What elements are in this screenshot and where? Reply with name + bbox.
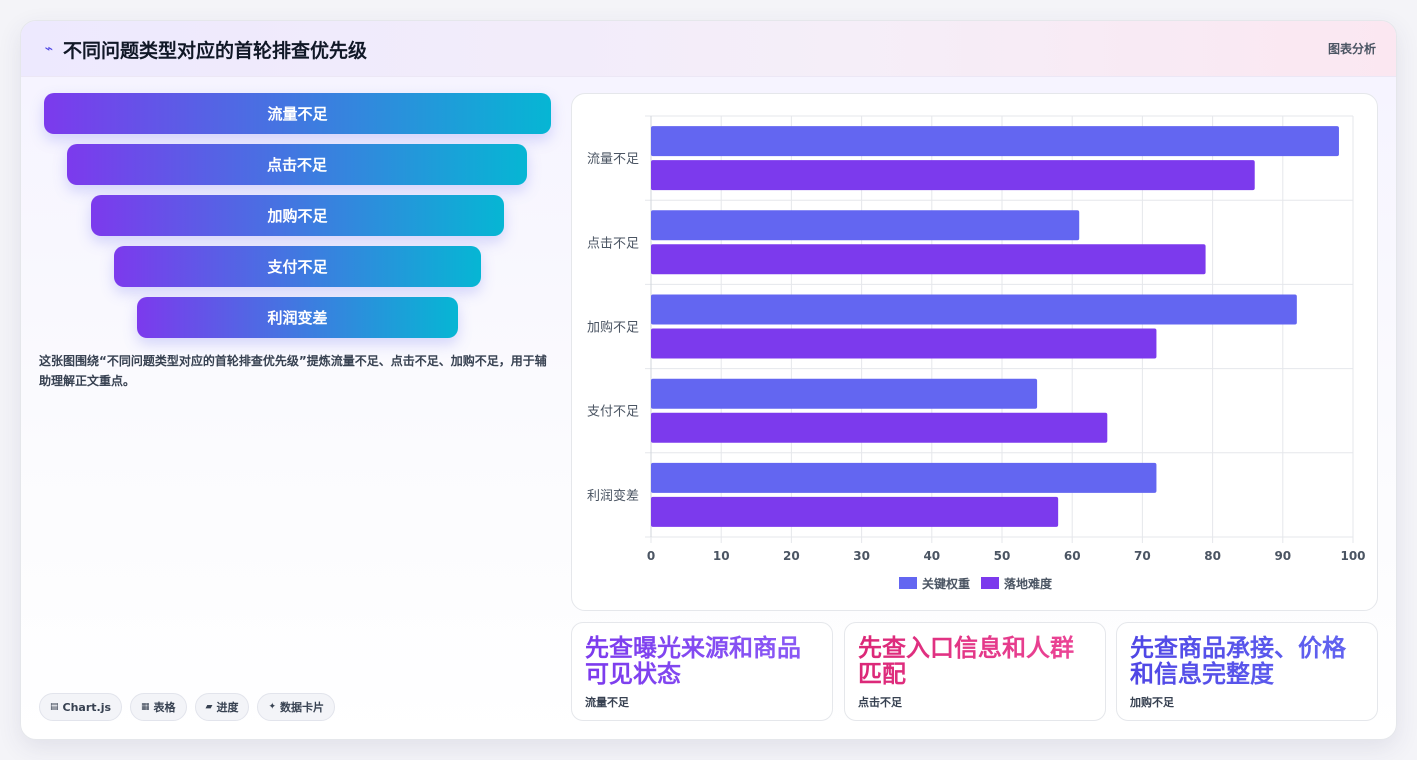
y-tick-label: 点击不足 [587, 236, 639, 251]
chip-data-card[interactable]: ✦ 数据卡片 [257, 693, 336, 721]
x-tick-label: 70 [1134, 549, 1151, 563]
bar-key-weight [651, 378, 1038, 409]
chart-description: 这张图围绕“不同问题类型对应的首轮排查优先级”提炼流量不足、点击不足、加购不足，… [39, 354, 547, 388]
legend-label: 落地难度 [1004, 576, 1053, 591]
header-bar: ⌁ 不同问题类型对应的首轮排查优先级 图表分析 [21, 21, 1396, 77]
insight-subtitle: 加购不足 [1130, 696, 1174, 709]
funnel-step-4: 支付不足 [114, 246, 481, 287]
funnel-step-2: 点击不足 [67, 144, 527, 185]
insight-subtitle: 点击不足 [858, 696, 902, 709]
bar-difficulty [651, 496, 1059, 527]
chip-chartjs[interactable]: ▤ Chart.js [39, 693, 123, 721]
bar-key-weight [651, 126, 1339, 157]
funnel-step-5: 利润变差 [137, 297, 458, 338]
bar-key-weight [651, 210, 1080, 241]
x-tick-label: 40 [923, 549, 940, 563]
chip-progress[interactable]: ▰ 进度 [194, 693, 250, 721]
x-tick-label: 10 [713, 549, 730, 563]
x-tick-label: 0 [647, 549, 655, 563]
chart-icon: ▤ [50, 702, 59, 712]
chart-line-icon: ⌁ [44, 41, 54, 57]
y-tick-label: 利润变差 [587, 488, 639, 504]
chip-label: Chart.js [62, 700, 112, 714]
x-tick-label: 80 [1204, 549, 1221, 563]
chip-table[interactable]: ▦ 表格 [130, 693, 187, 721]
chip-label: 表格 [153, 701, 176, 714]
funnel-step-3: 加购不足 [91, 195, 504, 236]
bar-difficulty [651, 328, 1157, 359]
legend-swatch [899, 577, 917, 589]
insight-title: 先查曝光来源和商品可见状态 [585, 635, 824, 687]
page-title: 不同问题类型对应的首轮排查优先级 [63, 40, 368, 62]
x-tick-label: 30 [853, 549, 870, 563]
insight-title: 先查商品承接、价格和信息完整度 [1130, 635, 1369, 687]
card-icon: ✦ [268, 702, 277, 712]
x-tick-label: 60 [1064, 549, 1081, 563]
insight-title: 先查入口信息和人群匹配 [858, 635, 1097, 687]
bar-chart-panel: 0 10 20 30 40 50 60 70 80 90 100 流量不足点击不足加购不足支付不足利润… [571, 93, 1378, 611]
insight-card-3: 先查商品承接、价格和信息完整度 加购不足 [1116, 622, 1378, 721]
progress-icon: ▰ [205, 702, 213, 712]
header-tag: 图表分析 [1327, 42, 1376, 56]
x-tick-label: 20 [783, 549, 800, 563]
y-tick-label: 支付不足 [587, 405, 639, 420]
bar-difficulty [651, 244, 1206, 275]
table-icon: ▦ [141, 702, 150, 712]
y-tick-label: 流量不足 [587, 152, 639, 167]
legend-swatch [981, 577, 999, 589]
legend-label: 关键权重 [922, 576, 970, 591]
bar-chart: 0 10 20 30 40 50 60 70 80 90 100 流量不足点击不足加购不足支付不足利润… [587, 115, 1366, 591]
bar-difficulty [651, 160, 1255, 191]
chip-label: 数据卡片 [280, 701, 325, 714]
bar-difficulty [651, 412, 1108, 443]
dashboard-card: ⌁ 不同问题类型对应的首轮排查优先级 图表分析 流量不足 点击不足 加购不足 支… [20, 20, 1397, 740]
x-tick-label: 90 [1274, 549, 1291, 563]
bar-key-weight [651, 462, 1157, 493]
insight-card-1: 先查曝光来源和商品可见状态 流量不足 [571, 622, 833, 721]
y-tick-label: 加购不足 [587, 320, 639, 336]
bar-key-weight [651, 294, 1297, 325]
funnel-step-1: 流量不足 [44, 93, 551, 134]
x-tick-label: 50 [994, 549, 1011, 563]
x-tick-label: 100 [1340, 549, 1365, 563]
insight-subtitle: 流量不足 [585, 696, 629, 709]
tech-chips: ▤ Chart.js ▦ 表格 ▰ 进度 ✦ 数据卡片 [39, 693, 336, 721]
insight-card-2: 先查入口信息和人群匹配 点击不足 [844, 622, 1106, 721]
chip-label: 进度 [216, 701, 239, 714]
